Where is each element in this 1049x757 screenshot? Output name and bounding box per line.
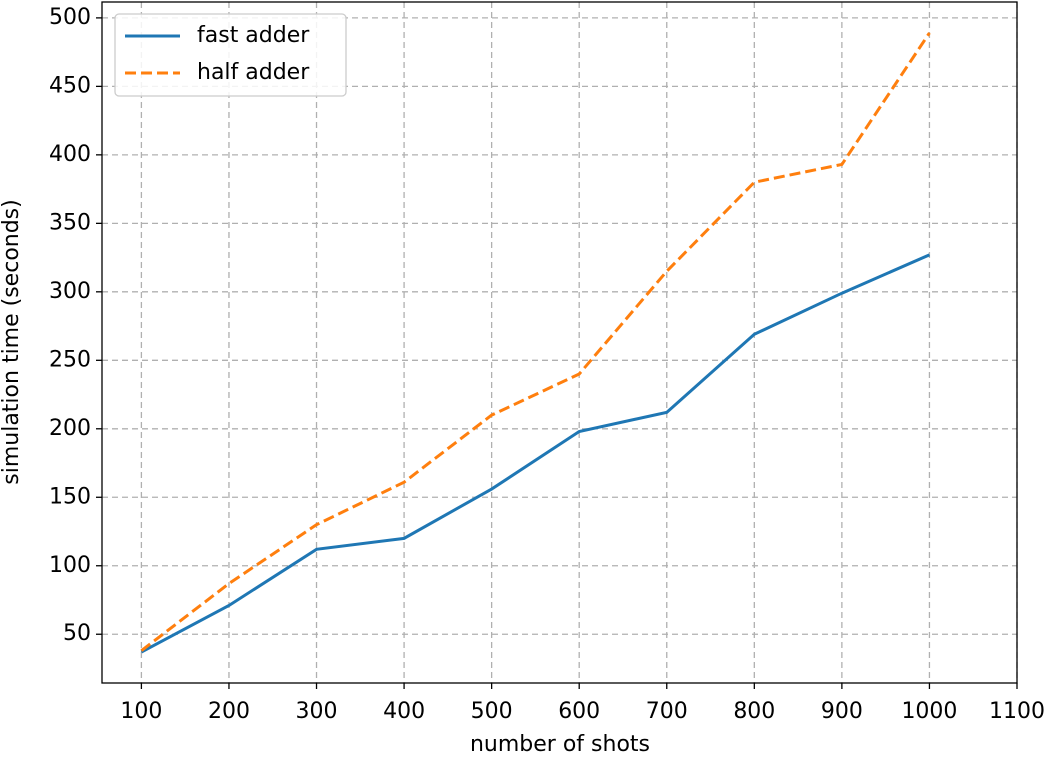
y-tick-label: 250: [49, 347, 91, 372]
y-tick-label: 150: [49, 484, 91, 509]
legend-label: half adder: [197, 60, 310, 85]
x-axis-label: number of shots: [470, 732, 650, 757]
x-tick-label: 1000: [901, 699, 957, 724]
x-tick-label: 800: [733, 699, 775, 724]
y-tick-label: 500: [49, 5, 91, 30]
x-tick-label: 200: [208, 699, 250, 724]
y-axis-label: simulation time (seconds): [0, 199, 24, 484]
x-tick-label: 300: [296, 699, 338, 724]
legend: fast adder half adder: [114, 13, 347, 97]
y-tick-label: 450: [49, 73, 91, 98]
y-tick-label: 300: [49, 279, 91, 304]
legend-label: fast adder: [197, 23, 310, 48]
x-tick-label: 400: [383, 699, 425, 724]
line-series: [140, 32, 931, 652]
y-tick-label: 350: [49, 210, 91, 235]
x-tick-label: 600: [558, 699, 600, 724]
x-tick-label: 700: [646, 699, 688, 724]
y-tick-label: 50: [63, 621, 91, 646]
y-tick-label: 200: [49, 416, 91, 441]
plot-frame: [101, 1, 1018, 684]
x-tick-label: 100: [120, 699, 162, 724]
x-tick-label: 900: [821, 699, 863, 724]
line-series: [140, 253, 931, 654]
x-tick-label: 1100: [989, 699, 1045, 724]
y-tick-label: 100: [49, 553, 91, 578]
x-tick-label: 500: [471, 699, 513, 724]
y-tick-label: 400: [49, 142, 91, 167]
